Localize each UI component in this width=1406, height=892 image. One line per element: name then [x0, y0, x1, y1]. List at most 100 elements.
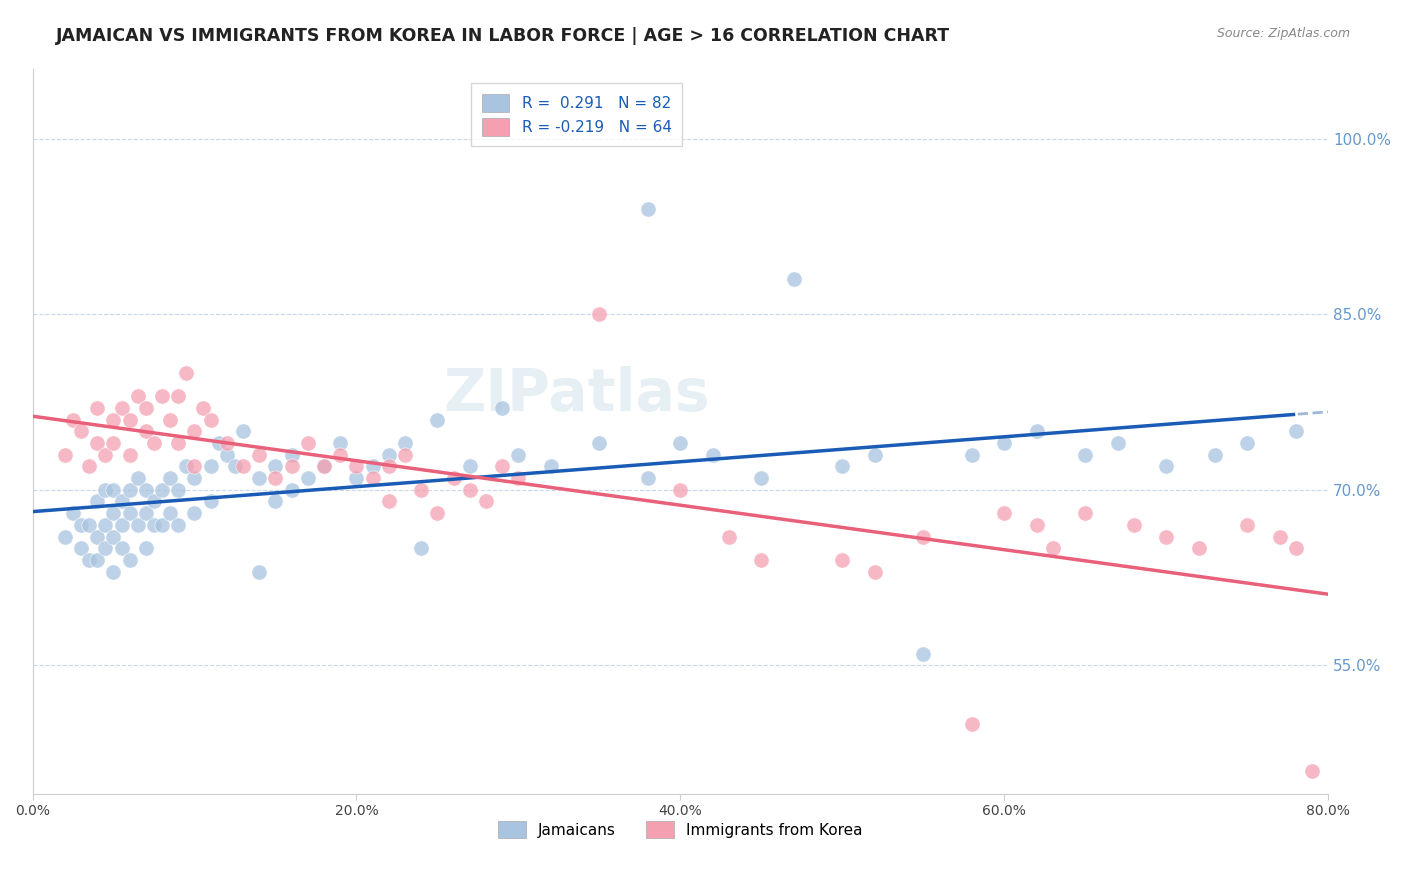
Point: [232, 459, 254, 474]
Point: [297, 471, 319, 485]
Point: [1187, 541, 1209, 556]
Point: [135, 401, 157, 415]
Point: [183, 506, 205, 520]
Text: Source: ZipAtlas.com: Source: ZipAtlas.com: [1216, 27, 1350, 40]
Point: [247, 565, 270, 579]
Point: [458, 483, 481, 497]
Point: [394, 436, 416, 450]
Point: [77, 553, 100, 567]
Point: [176, 459, 198, 474]
Point: [127, 517, 149, 532]
Point: [150, 389, 173, 403]
Point: [863, 448, 886, 462]
Point: [86, 401, 108, 415]
Point: [103, 506, 125, 520]
Point: [86, 494, 108, 508]
Point: [183, 459, 205, 474]
Text: ZIPatlas: ZIPatlas: [443, 367, 710, 424]
Point: [702, 448, 724, 462]
Point: [94, 448, 117, 462]
Point: [1236, 517, 1258, 532]
Point: [103, 412, 125, 426]
Point: [361, 471, 384, 485]
Point: [329, 436, 352, 450]
Point: [143, 494, 166, 508]
Point: [183, 471, 205, 485]
Point: [411, 483, 433, 497]
Point: [176, 366, 198, 380]
Point: [637, 202, 659, 216]
Point: [1042, 541, 1064, 556]
Point: [70, 424, 93, 438]
Point: [110, 541, 132, 556]
Point: [1154, 459, 1177, 474]
Point: [329, 448, 352, 462]
Point: [588, 436, 610, 450]
Point: [1285, 541, 1308, 556]
Point: [361, 459, 384, 474]
Point: [264, 459, 287, 474]
Point: [491, 459, 513, 474]
Point: [110, 401, 132, 415]
Point: [960, 448, 983, 462]
Point: [167, 517, 190, 532]
Point: [1268, 530, 1291, 544]
Point: [378, 448, 401, 462]
Point: [200, 459, 222, 474]
Point: [110, 517, 132, 532]
Point: [200, 412, 222, 426]
Point: [167, 436, 190, 450]
Point: [831, 553, 853, 567]
Point: [167, 389, 190, 403]
Point: [159, 412, 181, 426]
Point: [1074, 448, 1097, 462]
Point: [103, 530, 125, 544]
Point: [62, 412, 84, 426]
Point: [127, 389, 149, 403]
Point: [912, 647, 935, 661]
Point: [912, 530, 935, 544]
Point: [443, 471, 465, 485]
Point: [831, 459, 853, 474]
Point: [1025, 517, 1047, 532]
Point: [118, 483, 141, 497]
Point: [993, 506, 1015, 520]
Point: [1301, 764, 1323, 778]
Point: [458, 459, 481, 474]
Point: [143, 517, 166, 532]
Point: [103, 565, 125, 579]
Point: [508, 471, 530, 485]
Point: [200, 494, 222, 508]
Point: [280, 483, 302, 497]
Point: [94, 541, 117, 556]
Point: [150, 483, 173, 497]
Point: [86, 436, 108, 450]
Point: [183, 424, 205, 438]
Point: [394, 448, 416, 462]
Point: [53, 530, 76, 544]
Point: [159, 471, 181, 485]
Point: [86, 553, 108, 567]
Point: [167, 483, 190, 497]
Point: [312, 459, 335, 474]
Point: [669, 483, 692, 497]
Point: [247, 448, 270, 462]
Point: [960, 716, 983, 731]
Point: [247, 471, 270, 485]
Point: [215, 436, 238, 450]
Point: [118, 506, 141, 520]
Point: [344, 459, 367, 474]
Point: [1285, 424, 1308, 438]
Point: [264, 471, 287, 485]
Point: [312, 459, 335, 474]
Point: [135, 541, 157, 556]
Point: [103, 436, 125, 450]
Point: [863, 565, 886, 579]
Point: [669, 436, 692, 450]
Point: [1204, 448, 1226, 462]
Point: [588, 307, 610, 321]
Point: [749, 553, 772, 567]
Point: [749, 471, 772, 485]
Point: [508, 448, 530, 462]
Point: [280, 459, 302, 474]
